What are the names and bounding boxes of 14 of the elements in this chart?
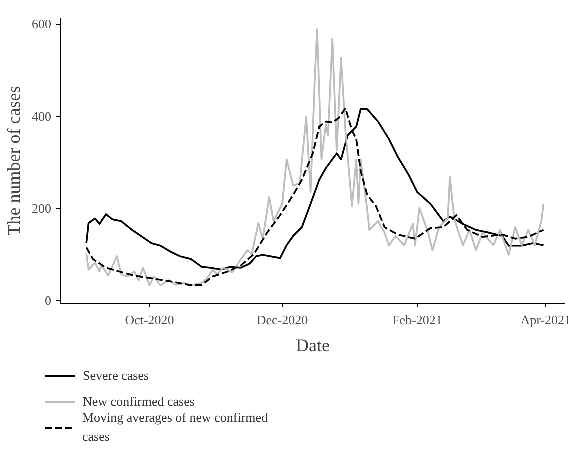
- x-axis-title: Date: [296, 336, 330, 356]
- legend-label: Moving averages of new confirmed cases: [82, 409, 270, 446]
- y-axis-title: The number of cases: [4, 86, 24, 236]
- y-tick-label: 0: [45, 293, 52, 308]
- line-series: [86, 28, 545, 286]
- x-tick-label: Apr-2021: [520, 312, 572, 328]
- legend-label: New confirmed cases: [83, 392, 195, 411]
- x-tick-label: Oct-2020: [125, 312, 174, 328]
- y-tick-label: 400: [32, 108, 52, 124]
- legend-label: Severe cases: [83, 366, 150, 385]
- y-tick-label: 200: [32, 201, 52, 216]
- y-tick-label: 600: [32, 16, 52, 32]
- x-tick-label: Dec-2020: [256, 312, 308, 328]
- x-tick-label: Feb-2021: [392, 312, 442, 328]
